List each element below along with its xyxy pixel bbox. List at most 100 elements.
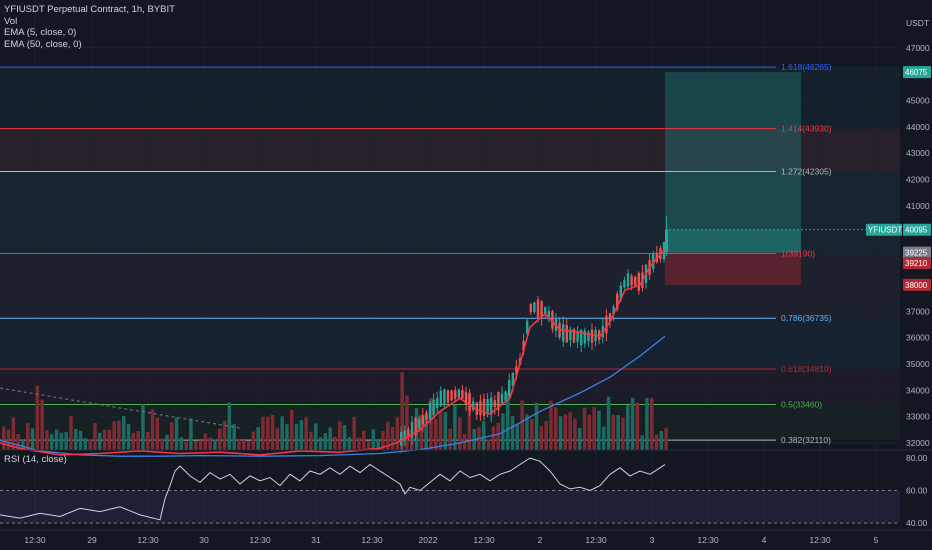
price-tick-label: 36000: [906, 333, 930, 343]
candle-body: [504, 391, 507, 401]
volume-bar: [654, 434, 659, 450]
volume-bar: [376, 439, 380, 450]
volume-bar: [597, 410, 601, 450]
candle-body: [461, 389, 464, 399]
volume-bar: [635, 402, 640, 450]
volume-bar: [429, 398, 433, 450]
volume-bar: [371, 429, 376, 450]
price-badge-label: 46075: [905, 68, 928, 77]
candle-body: [414, 418, 417, 436]
volume-bar: [443, 411, 448, 450]
volume-bar: [448, 428, 452, 450]
volume-bar: [659, 431, 664, 450]
volume-bar: [213, 439, 217, 450]
chart-legend: YFIUSDT Perpetual Contract, 1h, BYBIT Vo…: [4, 4, 175, 50]
volume-bar: [549, 400, 553, 450]
volume-bar: [194, 440, 198, 450]
volume-bar: [45, 430, 49, 450]
volume-bar: [534, 402, 539, 450]
volume-bar: [256, 427, 260, 450]
volume-bar: [626, 405, 630, 450]
fib-label: 0.618(34810): [781, 364, 832, 374]
volume-bar: [645, 398, 649, 450]
candle-body: [536, 299, 540, 318]
candle-body: [490, 397, 493, 415]
candle-body: [630, 275, 633, 286]
volume-bar: [155, 417, 160, 450]
volume-bar: [333, 436, 337, 450]
fib-label: 1.272(42305): [781, 166, 832, 176]
volume-bar: [438, 410, 443, 450]
volume-bar: [64, 432, 68, 450]
volume-bar: [261, 416, 265, 450]
price-badge-label: 39225: [905, 249, 928, 258]
volume-bar: [88, 439, 92, 450]
volume-bar: [573, 418, 577, 450]
volume-bar: [386, 421, 390, 450]
volume-bar: [189, 418, 193, 450]
volume-bar: [227, 402, 232, 450]
volume-bar: [74, 428, 78, 450]
volume-bar: [621, 418, 625, 450]
time-tick-label: 12:30: [809, 535, 831, 545]
volume-bar: [578, 428, 582, 450]
volume-bar: [458, 417, 462, 450]
fib-label: 1(39190): [781, 249, 815, 259]
volume-bar: [251, 431, 256, 450]
price-badge-label: YFIUSDT: [868, 226, 902, 235]
candle-body: [464, 391, 468, 405]
volume-bar: [6, 429, 11, 450]
volume-bar: [102, 429, 107, 450]
volume-bar: [141, 404, 145, 450]
time-tick-label: 12:30: [249, 535, 271, 545]
volume-bar: [650, 398, 654, 450]
volume-bar: [525, 414, 529, 450]
volume-bar: [496, 422, 500, 450]
volume-bar: [78, 430, 83, 450]
candle-body: [482, 398, 486, 416]
fib-zone-1: [0, 67, 900, 129]
rsi-legend: RSI (14, close): [4, 454, 67, 465]
volume-bar: [146, 431, 150, 450]
rsi-line: [0, 457, 666, 521]
candle-body: [608, 313, 612, 322]
price-tick-label: 34000: [906, 385, 930, 395]
volume-bar: [318, 437, 323, 450]
price-axis-panel: [900, 0, 932, 550]
rsi-tick-label: 60.00: [906, 486, 928, 496]
volume-bar: [237, 439, 241, 450]
volume-bar: [290, 409, 294, 450]
candle-body: [605, 315, 608, 334]
candle-body: [565, 325, 568, 343]
volume-bar: [309, 431, 313, 450]
time-tick-label: 2: [538, 535, 543, 545]
volume-bar: [126, 424, 131, 450]
candle-body: [407, 429, 410, 437]
volume-bar: [150, 409, 155, 450]
volume-bar: [208, 437, 212, 450]
volume-bar: [266, 416, 270, 450]
rsi-tick-label: 80.00: [906, 453, 928, 463]
time-tick-label: 2022: [419, 535, 438, 545]
time-tick-label: 12:30: [697, 535, 719, 545]
volume-bar: [11, 417, 16, 450]
volume-bar: [563, 414, 568, 450]
price-badge: [866, 223, 902, 236]
volume-bar: [491, 426, 496, 450]
volume-bar: [59, 432, 64, 450]
volume-bar: [544, 421, 548, 450]
fib-label: 0.786(36735): [781, 313, 832, 323]
volume-bar: [582, 407, 587, 450]
volume-bar: [107, 429, 112, 450]
candle-body: [623, 280, 626, 288]
candle-body: [576, 331, 579, 342]
profit-zone: [665, 229, 801, 253]
volume-bar: [616, 415, 620, 450]
candle-body: [493, 400, 496, 407]
candle-body: [529, 304, 532, 313]
price-badge-label: 40095: [905, 226, 928, 235]
price-tick-label: 35000: [906, 359, 930, 369]
volume-bar: [362, 430, 366, 450]
volume-bar: [26, 423, 30, 450]
